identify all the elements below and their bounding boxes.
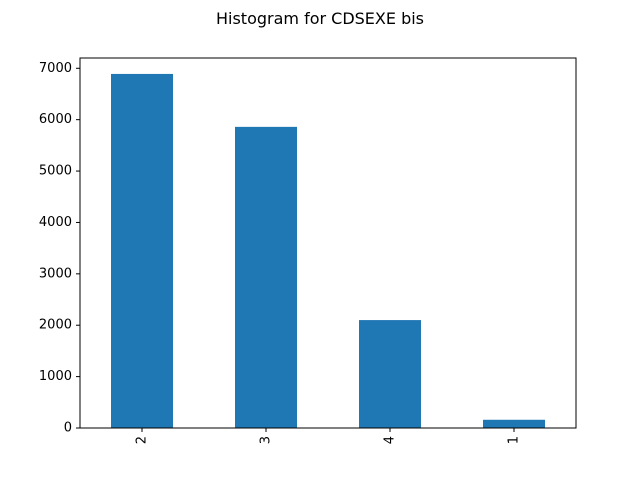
bar-4 — [359, 320, 421, 428]
y-tick-label: 6000 — [39, 112, 72, 127]
y-tick-label: 7000 — [39, 61, 72, 76]
x-tick-label: 4 — [383, 436, 398, 444]
y-tick-label: 4000 — [39, 215, 72, 230]
y-tick-label: 5000 — [39, 164, 72, 179]
y-tick-label: 3000 — [39, 266, 72, 281]
x-tick-label: 2 — [135, 436, 150, 444]
x-tick-label: 1 — [507, 436, 522, 444]
x-axis: 2 3 4 1 — [135, 428, 522, 444]
chart-title: Histogram for CDSEXE bis — [216, 9, 424, 28]
plot-frame — [79, 57, 577, 429]
y-tick-label: 1000 — [39, 369, 72, 384]
y-tick-label: 0 — [64, 421, 72, 436]
bar-1 — [483, 419, 545, 428]
bar-3 — [235, 126, 297, 428]
y-axis: 0 1000 2000 3000 4000 5000 6000 7000 — [39, 61, 80, 436]
bar-2 — [111, 73, 173, 429]
bars-group — [111, 73, 545, 429]
y-tick-label: 2000 — [39, 318, 72, 333]
x-tick-label: 3 — [259, 436, 274, 444]
